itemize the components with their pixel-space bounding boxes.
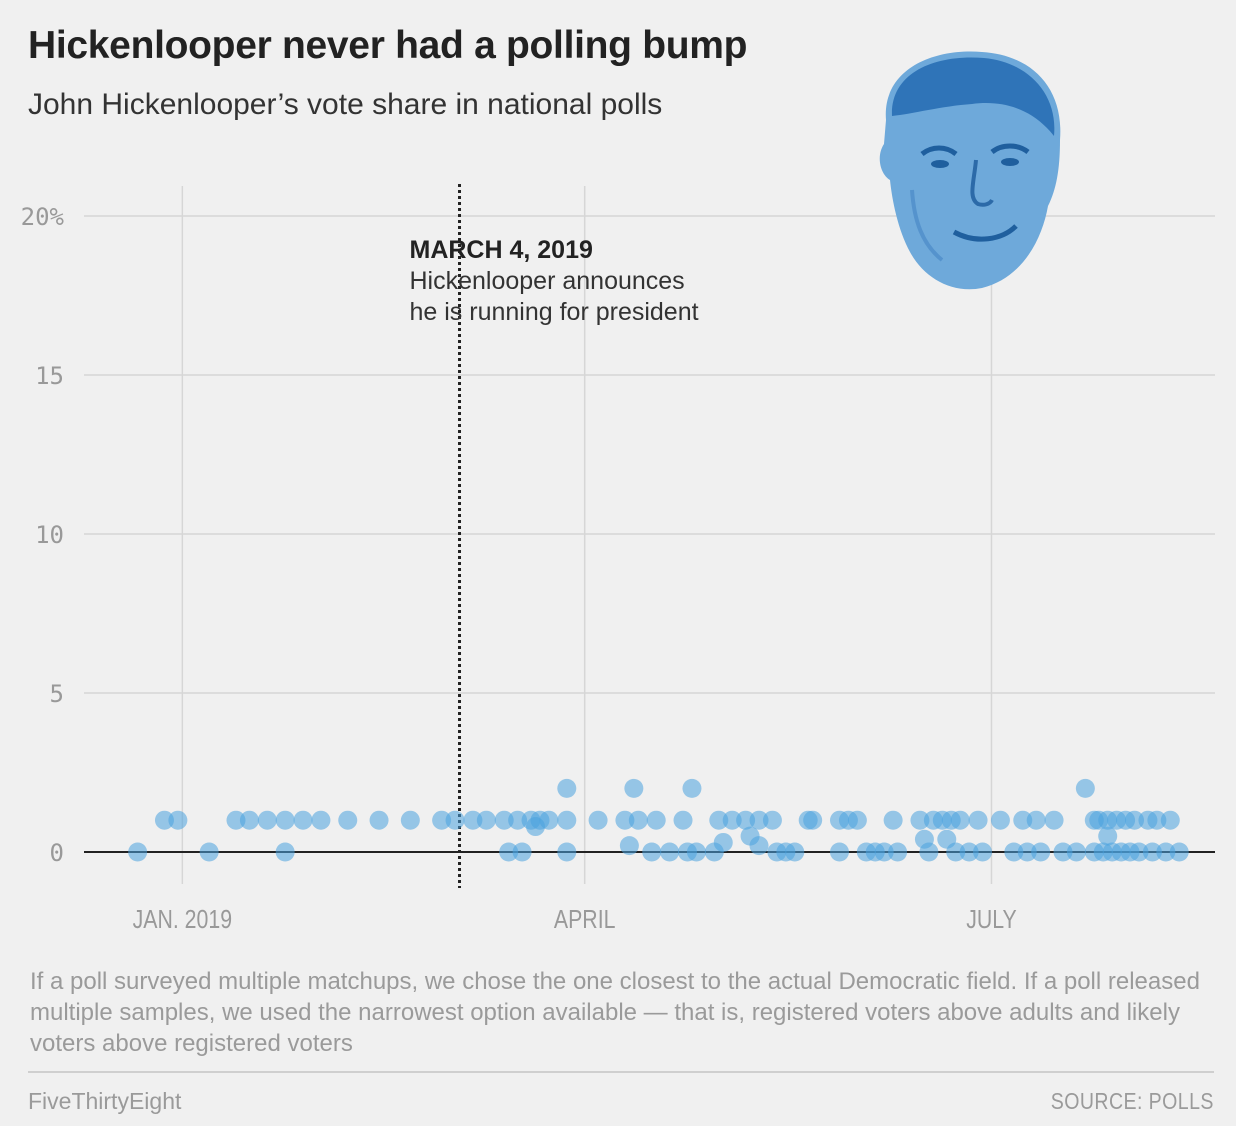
poll-point	[1129, 842, 1149, 862]
poll-point	[959, 842, 979, 862]
poll-point	[1013, 810, 1033, 830]
poll-point	[293, 810, 313, 830]
poll-point	[257, 810, 277, 830]
poll-point	[445, 810, 465, 830]
poll-points	[128, 778, 1189, 862]
poll-point	[311, 810, 331, 830]
poll-point	[642, 842, 662, 862]
poll-point	[432, 810, 452, 830]
poll-point	[400, 810, 420, 830]
y-tick-label: 10	[35, 521, 64, 549]
poll-point	[713, 832, 733, 852]
poll-point	[686, 842, 706, 862]
poll-point	[888, 842, 908, 862]
y-axis-ticks: 0 5 10 15 20%	[21, 203, 65, 867]
x-tick-label: JAN. 2019	[133, 905, 233, 935]
poll-point	[950, 810, 970, 830]
source-label: SOURCE: POLLS	[1050, 1088, 1214, 1114]
poll-point	[154, 810, 174, 830]
poll-point	[512, 842, 532, 862]
poll-point	[829, 842, 849, 862]
poll-point	[239, 810, 259, 830]
announcement-annotation: MARCH 4, 2019 Hickenlooper announces he is…	[410, 184, 699, 888]
poll-point	[722, 810, 742, 830]
poll-point	[557, 810, 577, 830]
poll-point	[1044, 810, 1064, 830]
poll-point	[749, 836, 769, 856]
y-tick-label: 0	[50, 839, 64, 867]
poll-point	[128, 842, 148, 862]
poll-point	[463, 810, 483, 830]
poll-point	[1156, 842, 1176, 862]
poll-point	[946, 842, 966, 862]
poll-point	[762, 810, 782, 830]
poll-point	[588, 810, 608, 830]
poll-point	[1160, 810, 1180, 830]
poll-point	[275, 842, 295, 862]
poll-point	[615, 810, 635, 830]
poll-point	[369, 810, 389, 830]
y-tick-label: 5	[50, 680, 64, 708]
poll-point	[1053, 842, 1073, 862]
poll-point	[1125, 810, 1145, 830]
y-tick-label: 20%	[21, 203, 65, 231]
poll-point	[619, 836, 639, 856]
footer-divider	[28, 1071, 1214, 1073]
hickenlooper-portrait	[879, 51, 1061, 290]
poll-point	[1147, 810, 1167, 830]
poll-point	[973, 842, 993, 862]
poll-point	[168, 810, 188, 830]
poll-point	[539, 810, 559, 830]
methodology-note: If a poll surveyed multiple matchups, we…	[30, 968, 1200, 1057]
poll-point	[508, 810, 528, 830]
poll-point	[338, 810, 358, 830]
brand-label: FiveThirtyEight	[28, 1088, 182, 1114]
poll-point	[910, 810, 930, 830]
poll-point	[803, 810, 823, 830]
poll-point	[557, 842, 577, 862]
poll-point	[557, 778, 577, 798]
chart-title: Hickenlooper never had a polling bump	[28, 24, 748, 67]
poll-point	[226, 810, 246, 830]
poll-point	[499, 842, 519, 862]
poll-point	[1017, 842, 1037, 862]
poll-point	[1066, 842, 1086, 862]
poll-point	[660, 842, 680, 862]
poll-point	[919, 842, 939, 862]
x-axis-ticks: JAN. 2019 APRIL JULY	[133, 905, 1017, 935]
poll-point	[847, 810, 867, 830]
poll-point	[874, 842, 894, 862]
poll-point	[1169, 842, 1189, 862]
poll-point	[1026, 810, 1046, 830]
poll-point	[1142, 842, 1162, 862]
annotation-text-line: Hickenlooper announces	[410, 267, 685, 295]
poll-point	[199, 842, 219, 862]
poll-point	[749, 810, 769, 830]
poll-point	[646, 810, 666, 830]
poll-point	[968, 810, 988, 830]
poll-point	[494, 810, 514, 830]
poll-point	[628, 810, 648, 830]
poll-point	[709, 810, 729, 830]
x-tick-label: APRIL	[554, 905, 616, 935]
poll-point	[673, 810, 693, 830]
poll-point	[736, 810, 756, 830]
poll-point	[682, 778, 702, 798]
annotation-text-line: he is running for president	[410, 298, 699, 326]
poll-point	[1031, 842, 1051, 862]
poll-point	[883, 810, 903, 830]
poll-point	[990, 810, 1010, 830]
chart-subtitle: John Hickenlooper’s vote share in nation…	[28, 88, 663, 121]
poll-point	[476, 810, 496, 830]
y-tick-label: 15	[35, 362, 64, 390]
poll-point	[275, 810, 295, 830]
poll-point	[1075, 778, 1095, 798]
poll-point	[1004, 842, 1024, 862]
annotation-date: MARCH 4, 2019	[410, 236, 593, 264]
x-tick-label: JULY	[966, 905, 1017, 935]
poll-point	[1098, 826, 1118, 846]
poll-point	[785, 842, 805, 862]
poll-point	[624, 778, 644, 798]
